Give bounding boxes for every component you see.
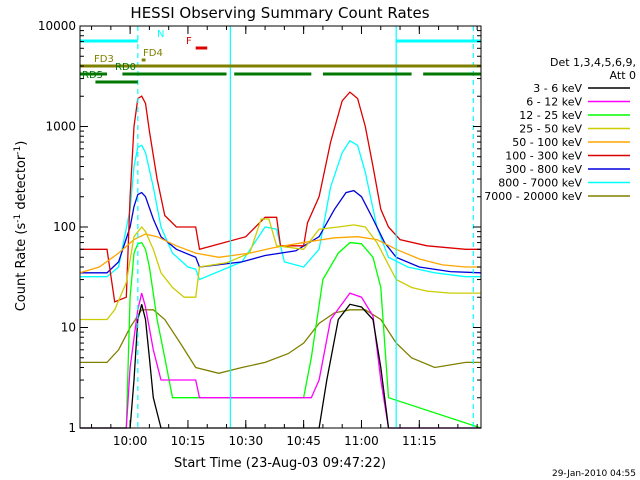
legend-label: 100 - 300 keV	[505, 150, 582, 163]
y-tick-label: 1	[68, 421, 76, 435]
legend-title-2: Att 0	[610, 69, 636, 82]
series-line	[80, 189, 482, 274]
series-line	[80, 303, 481, 429]
y-tick-label: 10000	[38, 19, 76, 33]
legend-title-1: Det 1,3,4,5,6,9,	[550, 56, 636, 69]
y-axis-label-sup2: -1	[13, 146, 23, 155]
state-bars-layer: N F FD3 FD4 RD0 RD5	[80, 29, 481, 84]
legend-label: 12 - 25 keV	[519, 109, 582, 122]
legend-label: 25 - 50 keV	[519, 123, 582, 136]
state-label-fd3: FD3	[94, 54, 114, 65]
series-line	[80, 91, 481, 303]
y-tick-label: 100	[53, 220, 76, 234]
legend-label: 6 - 12 keV	[526, 96, 582, 109]
x-tick-label: 10:15	[171, 434, 206, 448]
y-axis-label: Count Rate (s-1 detector-1)	[13, 141, 29, 312]
y-tick-label: 10	[61, 321, 76, 335]
state-label-rd0: RD0	[115, 62, 136, 73]
legend-label: 300 - 800 keV	[505, 163, 582, 176]
state-label-fd4: FD4	[143, 48, 163, 59]
y-axis-label-mid: detector	[14, 154, 29, 214]
series-line	[80, 292, 481, 429]
x-tick-label: 10:30	[229, 434, 264, 448]
x-tick-label: 11:15	[402, 434, 437, 448]
x-tick-label: 11:00	[344, 434, 379, 448]
x-axis-label: Start Time (23-Aug-03 09:47:22)	[174, 456, 386, 471]
x-tick-label: 10:45	[286, 434, 321, 448]
series-line	[80, 218, 481, 321]
y-tick-label: 1000	[45, 120, 76, 134]
state-label-n: N	[157, 29, 164, 40]
x-tick-label: 10:00	[113, 434, 148, 448]
y-axis-label-end: )	[14, 141, 29, 146]
legend-label: 50 - 100 keV	[512, 136, 582, 149]
y-axis-label-sup1: -1	[13, 214, 23, 223]
chart-title: HESSI Observing Summary Count Rates	[130, 4, 429, 22]
y-axis-label-main: Count Rate (s	[14, 223, 29, 312]
state-label-rd5: RD5	[82, 70, 103, 81]
series-line	[80, 309, 481, 374]
legend-label: 3 - 6 keV	[533, 82, 582, 95]
plot-series-layer	[79, 26, 482, 429]
plot-frame	[79, 25, 482, 429]
series-line	[80, 139, 481, 281]
legend-label: 7000 - 20000 keV	[484, 190, 582, 203]
axis-ticks-layer: 1 10 100 1000 10000 10:00 10:15 10:30 10:45 11:00…	[38, 19, 481, 448]
legend-label: 800 - 7000 keV	[498, 177, 582, 190]
plot-timestamp: 29-Jan-2010 04:55	[552, 469, 636, 479]
state-label-f: F	[186, 36, 192, 47]
